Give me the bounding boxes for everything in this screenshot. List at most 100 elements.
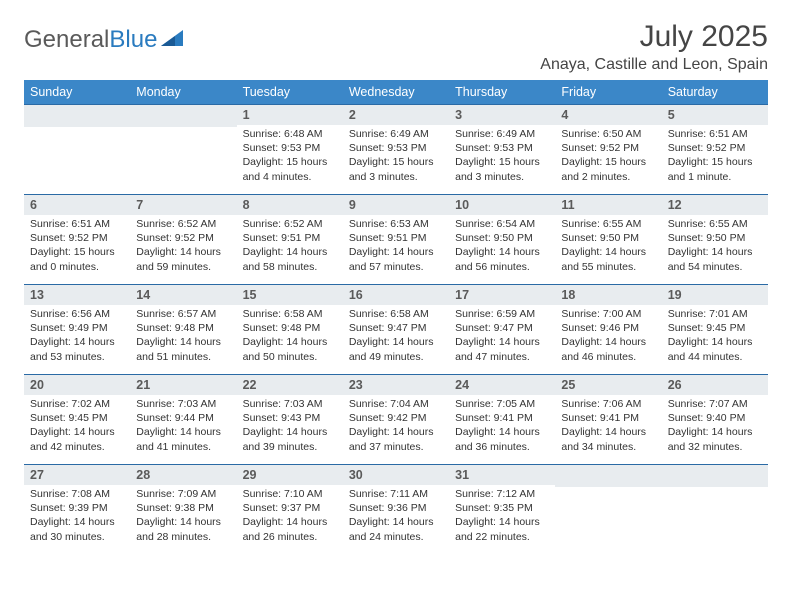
day-details: Sunrise: 6:58 AMSunset: 9:47 PMDaylight:…: [343, 305, 449, 368]
weekday-header-row: Sunday Monday Tuesday Wednesday Thursday…: [24, 80, 768, 105]
calendar-cell: 5Sunrise: 6:51 AMSunset: 9:52 PMDaylight…: [662, 105, 768, 195]
calendar-cell: [555, 465, 661, 555]
day-number: 24: [449, 375, 555, 395]
day-number: 10: [449, 195, 555, 215]
logo-triangle-icon: [159, 28, 185, 53]
day-number: 1: [237, 105, 343, 125]
calendar-cell: 16Sunrise: 6:58 AMSunset: 9:47 PMDayligh…: [343, 285, 449, 375]
day-details: Sunrise: 6:56 AMSunset: 9:49 PMDaylight:…: [24, 305, 130, 368]
day-details: Sunrise: 6:59 AMSunset: 9:47 PMDaylight:…: [449, 305, 555, 368]
calendar-cell: 19Sunrise: 7:01 AMSunset: 9:45 PMDayligh…: [662, 285, 768, 375]
calendar-cell: 17Sunrise: 6:59 AMSunset: 9:47 PMDayligh…: [449, 285, 555, 375]
calendar-cell: 9Sunrise: 6:53 AMSunset: 9:51 PMDaylight…: [343, 195, 449, 285]
day-number: 6: [24, 195, 130, 215]
day-details: Sunrise: 7:03 AMSunset: 9:43 PMDaylight:…: [237, 395, 343, 458]
location: Anaya, Castille and Leon, Spain: [540, 56, 768, 74]
day-details: Sunrise: 6:58 AMSunset: 9:48 PMDaylight:…: [237, 305, 343, 368]
day-details: Sunrise: 7:09 AMSunset: 9:38 PMDaylight:…: [130, 485, 236, 548]
day-number: 15: [237, 285, 343, 305]
day-details: Sunrise: 6:51 AMSunset: 9:52 PMDaylight:…: [24, 215, 130, 278]
calendar-cell: 11Sunrise: 6:55 AMSunset: 9:50 PMDayligh…: [555, 195, 661, 285]
day-number: 18: [555, 285, 661, 305]
calendar-cell: 21Sunrise: 7:03 AMSunset: 9:44 PMDayligh…: [130, 375, 236, 465]
day-details: Sunrise: 6:55 AMSunset: 9:50 PMDaylight:…: [555, 215, 661, 278]
calendar-cell: [662, 465, 768, 555]
weekday-header: Wednesday: [343, 80, 449, 105]
day-details: Sunrise: 7:08 AMSunset: 9:39 PMDaylight:…: [24, 485, 130, 548]
calendar-cell: 3Sunrise: 6:49 AMSunset: 9:53 PMDaylight…: [449, 105, 555, 195]
day-number: 19: [662, 285, 768, 305]
empty-day-header: [24, 105, 130, 127]
day-number: 14: [130, 285, 236, 305]
day-details: Sunrise: 7:11 AMSunset: 9:36 PMDaylight:…: [343, 485, 449, 548]
calendar-cell: 30Sunrise: 7:11 AMSunset: 9:36 PMDayligh…: [343, 465, 449, 555]
day-number: 28: [130, 465, 236, 485]
day-number: 26: [662, 375, 768, 395]
day-details: Sunrise: 7:00 AMSunset: 9:46 PMDaylight:…: [555, 305, 661, 368]
empty-day-header: [130, 105, 236, 127]
logo-part1: General: [24, 26, 109, 53]
day-details: Sunrise: 7:07 AMSunset: 9:40 PMDaylight:…: [662, 395, 768, 458]
calendar-cell: [24, 105, 130, 195]
logo-text: GeneralBlue: [24, 26, 157, 54]
calendar-cell: 2Sunrise: 6:49 AMSunset: 9:53 PMDaylight…: [343, 105, 449, 195]
calendar-week-row: 13Sunrise: 6:56 AMSunset: 9:49 PMDayligh…: [24, 285, 768, 375]
day-number: 16: [343, 285, 449, 305]
title-block: July 2025 Anaya, Castille and Leon, Spai…: [540, 20, 768, 74]
calendar-cell: 25Sunrise: 7:06 AMSunset: 9:41 PMDayligh…: [555, 375, 661, 465]
calendar-cell: 20Sunrise: 7:02 AMSunset: 9:45 PMDayligh…: [24, 375, 130, 465]
logo-part2: Blue: [109, 26, 157, 53]
calendar-cell: 14Sunrise: 6:57 AMSunset: 9:48 PMDayligh…: [130, 285, 236, 375]
calendar-table: Sunday Monday Tuesday Wednesday Thursday…: [24, 80, 768, 555]
weekday-header: Saturday: [662, 80, 768, 105]
weekday-header: Friday: [555, 80, 661, 105]
day-number: 13: [24, 285, 130, 305]
day-details: Sunrise: 7:12 AMSunset: 9:35 PMDaylight:…: [449, 485, 555, 548]
day-details: Sunrise: 7:02 AMSunset: 9:45 PMDaylight:…: [24, 395, 130, 458]
calendar-cell: 27Sunrise: 7:08 AMSunset: 9:39 PMDayligh…: [24, 465, 130, 555]
calendar-cell: 18Sunrise: 7:00 AMSunset: 9:46 PMDayligh…: [555, 285, 661, 375]
day-number: 3: [449, 105, 555, 125]
calendar-cell: 24Sunrise: 7:05 AMSunset: 9:41 PMDayligh…: [449, 375, 555, 465]
day-number: 25: [555, 375, 661, 395]
calendar-cell: [130, 105, 236, 195]
day-details: Sunrise: 6:51 AMSunset: 9:52 PMDaylight:…: [662, 125, 768, 188]
day-number: 23: [343, 375, 449, 395]
calendar-cell: 31Sunrise: 7:12 AMSunset: 9:35 PMDayligh…: [449, 465, 555, 555]
calendar-cell: 28Sunrise: 7:09 AMSunset: 9:38 PMDayligh…: [130, 465, 236, 555]
day-number: 7: [130, 195, 236, 215]
day-details: Sunrise: 6:55 AMSunset: 9:50 PMDaylight:…: [662, 215, 768, 278]
calendar-week-row: 1Sunrise: 6:48 AMSunset: 9:53 PMDaylight…: [24, 105, 768, 195]
calendar-cell: 4Sunrise: 6:50 AMSunset: 9:52 PMDaylight…: [555, 105, 661, 195]
calendar-cell: 6Sunrise: 6:51 AMSunset: 9:52 PMDaylight…: [24, 195, 130, 285]
day-details: Sunrise: 6:57 AMSunset: 9:48 PMDaylight:…: [130, 305, 236, 368]
header: GeneralBlue July 2025 Anaya, Castille an…: [24, 20, 768, 74]
day-details: Sunrise: 7:05 AMSunset: 9:41 PMDaylight:…: [449, 395, 555, 458]
day-number: 17: [449, 285, 555, 305]
day-details: Sunrise: 7:04 AMSunset: 9:42 PMDaylight:…: [343, 395, 449, 458]
day-number: 31: [449, 465, 555, 485]
day-details: Sunrise: 7:10 AMSunset: 9:37 PMDaylight:…: [237, 485, 343, 548]
day-number: 22: [237, 375, 343, 395]
day-number: 8: [237, 195, 343, 215]
day-details: Sunrise: 6:49 AMSunset: 9:53 PMDaylight:…: [449, 125, 555, 188]
calendar-cell: 8Sunrise: 6:52 AMSunset: 9:51 PMDaylight…: [237, 195, 343, 285]
day-number: 30: [343, 465, 449, 485]
day-number: 27: [24, 465, 130, 485]
calendar-cell: 15Sunrise: 6:58 AMSunset: 9:48 PMDayligh…: [237, 285, 343, 375]
weekday-header: Monday: [130, 80, 236, 105]
calendar-cell: 1Sunrise: 6:48 AMSunset: 9:53 PMDaylight…: [237, 105, 343, 195]
month-title: July 2025: [540, 20, 768, 54]
calendar-cell: 23Sunrise: 7:04 AMSunset: 9:42 PMDayligh…: [343, 375, 449, 465]
day-number: 9: [343, 195, 449, 215]
day-details: Sunrise: 6:50 AMSunset: 9:52 PMDaylight:…: [555, 125, 661, 188]
day-number: 4: [555, 105, 661, 125]
weekday-header: Tuesday: [237, 80, 343, 105]
calendar-cell: 22Sunrise: 7:03 AMSunset: 9:43 PMDayligh…: [237, 375, 343, 465]
calendar-week-row: 20Sunrise: 7:02 AMSunset: 9:45 PMDayligh…: [24, 375, 768, 465]
calendar-cell: 7Sunrise: 6:52 AMSunset: 9:52 PMDaylight…: [130, 195, 236, 285]
day-details: Sunrise: 7:01 AMSunset: 9:45 PMDaylight:…: [662, 305, 768, 368]
day-details: Sunrise: 6:49 AMSunset: 9:53 PMDaylight:…: [343, 125, 449, 188]
day-details: Sunrise: 7:03 AMSunset: 9:44 PMDaylight:…: [130, 395, 236, 458]
day-number: 5: [662, 105, 768, 125]
